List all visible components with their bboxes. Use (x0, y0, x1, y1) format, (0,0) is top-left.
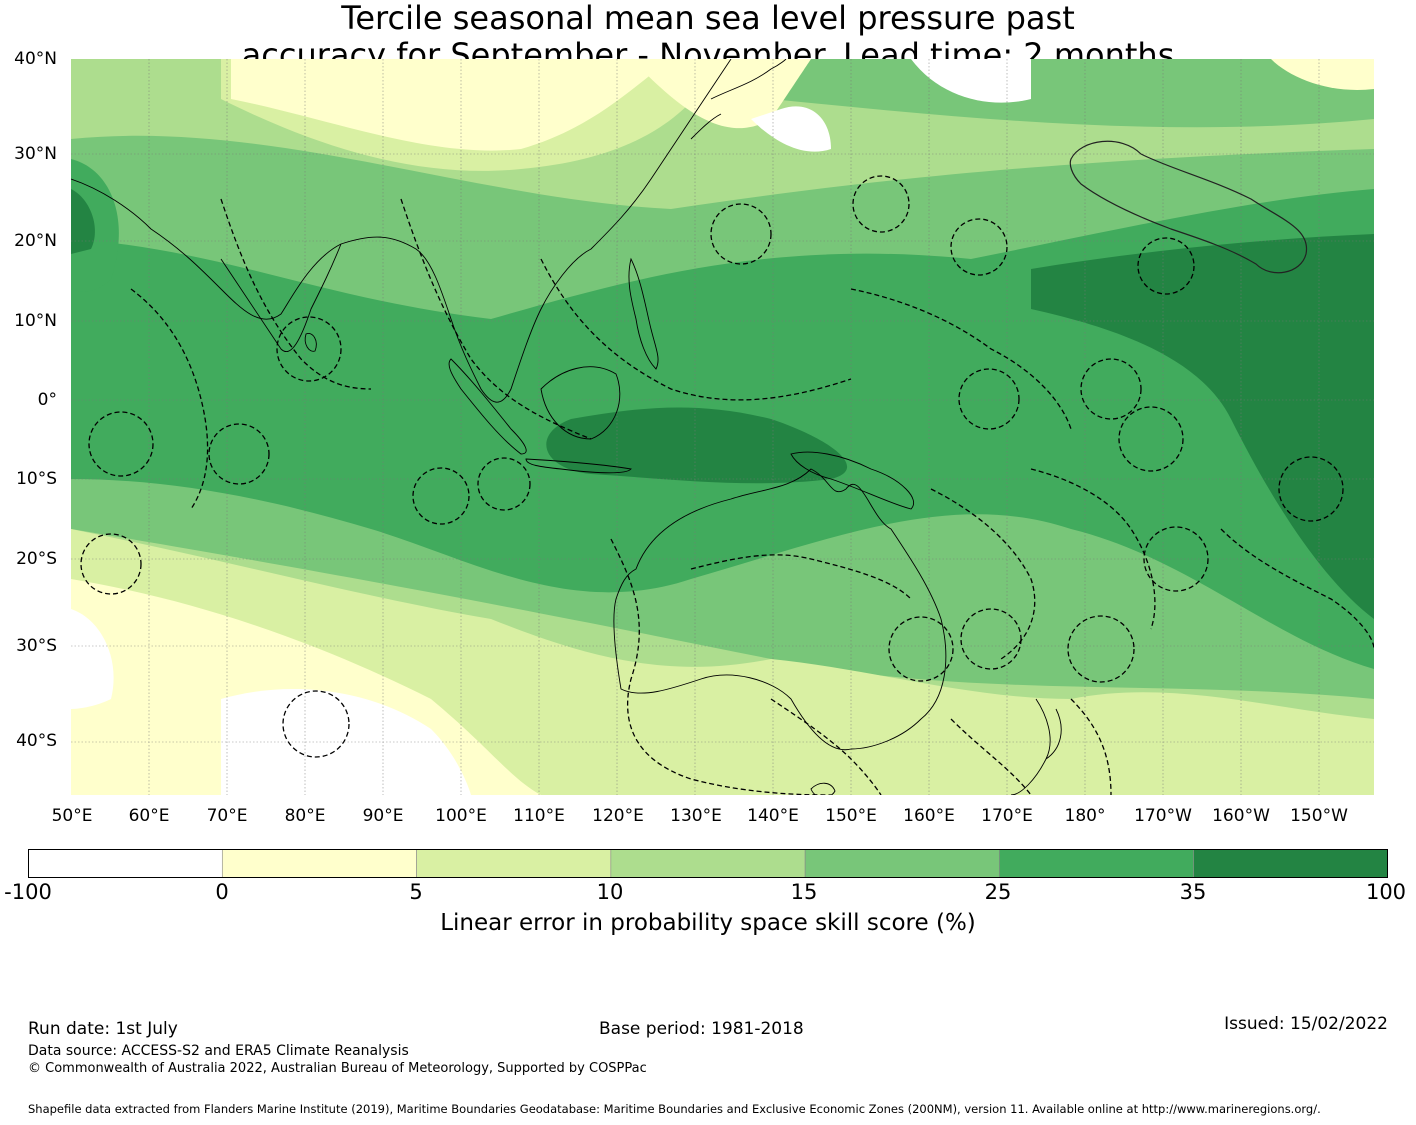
india-coastline (220, 243, 342, 352)
lon-label-80e: 80°E (284, 806, 326, 826)
asia-coastline (71, 59, 732, 403)
lon-label-180: 180° (1064, 806, 1106, 826)
lon-label-150e: 150°E (825, 806, 877, 826)
lat-label-10s: 10°S (16, 469, 57, 489)
borneo-coastline (540, 366, 621, 440)
colorbar-tick-10: 10 (596, 880, 624, 904)
hawaii-eez-outline (1069, 140, 1308, 274)
australia-coastline (613, 468, 947, 751)
colorbar-tick-15: 15 (790, 880, 818, 904)
colorbar-segment-0 (28, 849, 223, 878)
skill-field-0-5-ne (1271, 59, 1374, 90)
java-coastline (525, 458, 632, 474)
issued-date: Issued: 15/02/2022 (1224, 1014, 1388, 1034)
lon-label-100e: 100°E (435, 806, 487, 826)
colorbar-segment-3 (610, 849, 806, 878)
skill-field-negative-sw (221, 689, 471, 795)
colorbar (28, 849, 1388, 878)
lon-label-150w: 150°W (1290, 806, 1348, 826)
lon-label-60e: 60°E (128, 806, 170, 826)
data-source: Data source: ACCESS-S2 and ERA5 Climate … (28, 1043, 409, 1059)
sri-lanka-coastline (304, 333, 317, 352)
colorbar-tick-5: 5 (409, 880, 423, 904)
lat-label-equator: 0° (37, 390, 57, 410)
lat-label-20s: 20°S (16, 549, 57, 569)
lat-label-20n: 20°N (14, 231, 57, 251)
new-zealand-coastline (1010, 698, 1062, 795)
lon-label-120e: 120°E (592, 806, 644, 826)
lon-label-70e: 70°E (206, 806, 248, 826)
colorbar-tick-100: 100 (1365, 880, 1407, 904)
skill-field-negative-west (71, 609, 114, 709)
eez-boundaries (80, 175, 1374, 795)
base-period: Base period: 1981-2018 (599, 1019, 804, 1039)
tasmania-coastline (810, 782, 836, 795)
shapefile-credit: Shapefile data extracted from Flanders M… (28, 1102, 1321, 1116)
colorbar-tick-25: 25 (984, 880, 1012, 904)
copyright-notice: © Commonwealth of Australia 2022, Austra… (28, 1061, 647, 1076)
colorbar-segment-1 (221, 849, 417, 878)
skill-field-0-5-north (231, 59, 671, 151)
colorbar-segment-2 (416, 849, 612, 878)
lon-label-130e: 130°E (670, 806, 722, 826)
lon-label-140e: 140°E (747, 806, 799, 826)
colorbar-tick-35: 35 (1179, 880, 1207, 904)
lon-label-160e: 160°E (903, 806, 955, 826)
lat-label-30n: 30°N (14, 144, 57, 164)
skill-field-35-100-north (71, 189, 95, 254)
philippines-coastline (628, 257, 659, 370)
run-date: Run date: 1st July (28, 1019, 178, 1039)
colorbar-segment-4 (804, 849, 1000, 878)
lon-label-110e: 110°E (513, 806, 565, 826)
sumatra-coastline (448, 358, 527, 455)
lat-label-30s: 30°S (16, 636, 57, 656)
colorbar-segment-5 (999, 849, 1195, 878)
lon-label-90e: 90°E (362, 806, 404, 826)
skill-score-map (71, 59, 1374, 795)
colorbar-segment-6 (1193, 849, 1388, 878)
skill-field-35-100-maritime (546, 407, 848, 484)
japan-coastline (690, 59, 787, 140)
new-guinea-coastline (790, 451, 914, 510)
colorbar-tick-0: 0 (215, 880, 229, 904)
skill-field-35-100-pacific (1031, 234, 1374, 619)
colorbar-label: Linear error in probability space skill … (440, 910, 976, 936)
lon-label-50e: 50°E (51, 806, 93, 826)
map-title-line-1: Tercile seasonal mean sea level pressure… (341, 0, 1075, 37)
lon-label-160w: 160°W (1212, 806, 1270, 826)
lon-label-170e: 170°E (981, 806, 1033, 826)
skill-field-negative-ne (911, 59, 1031, 103)
lat-label-40n: 40°N (14, 49, 57, 69)
lat-label-40s: 40°S (16, 731, 57, 751)
skill-field-0-5-asia (631, 59, 811, 129)
lat-label-10n: 10°N (14, 311, 57, 331)
colorbar-tick-minus100: -100 (4, 880, 52, 904)
lon-label-170w: 170°W (1134, 806, 1192, 826)
skill-field-25-35-west (71, 159, 119, 292)
skill-field-negative-nw (751, 106, 831, 152)
